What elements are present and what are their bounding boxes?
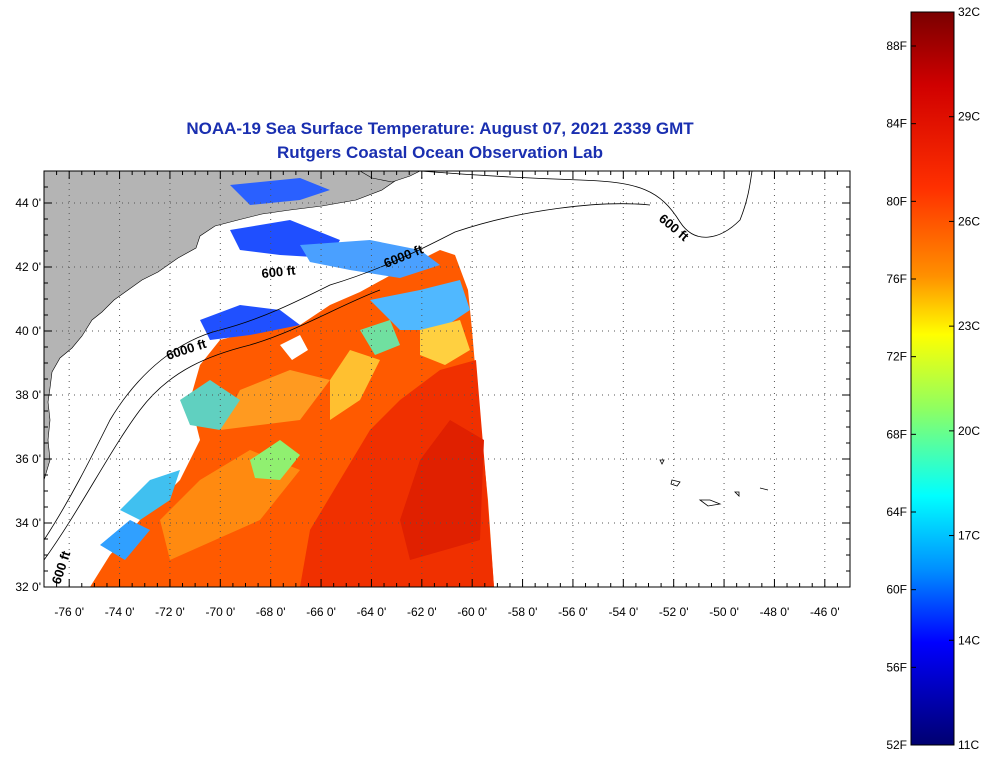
lat-tick-label: 36 0' — [15, 452, 41, 466]
fahrenheit-label: 72F — [886, 350, 907, 364]
lon-tick-label: -68 0' — [256, 605, 286, 619]
fahrenheit-label: 68F — [886, 427, 907, 441]
lon-tick-label: -76 0' — [54, 605, 84, 619]
lon-tick-label: -58 0' — [508, 605, 538, 619]
lon-tick-label: -56 0' — [558, 605, 588, 619]
lat-tick-label: 32 0' — [15, 580, 41, 594]
lon-tick-label: -62 0' — [407, 605, 437, 619]
lat-tick-label: 34 0' — [15, 516, 41, 530]
fahrenheit-label: 84F — [886, 117, 907, 131]
lon-tick-label: -70 0' — [205, 605, 235, 619]
latitude-axis-labels: 32 0' 34 0' 36 0' 38 0' 40 0' 42 0' 44 0' — [15, 196, 41, 594]
lon-tick-label: -74 0' — [105, 605, 135, 619]
lon-tick-label: -48 0' — [760, 605, 790, 619]
nova-scotia-land — [359, 171, 421, 183]
bathymetry-contours — [44, 171, 769, 561]
lat-tick-label: 42 0' — [15, 260, 41, 274]
lat-tick-label: 40 0' — [15, 324, 41, 338]
celsius-label: 11C — [958, 738, 979, 752]
lon-tick-label: -64 0' — [357, 605, 387, 619]
longitude-axis-labels: -76 0' -74 0' -72 0' -70 0' -68 0' -66 0' -64 … — [54, 605, 839, 619]
lon-tick-label: -50 0' — [709, 605, 739, 619]
lon-tick-label: -52 0' — [659, 605, 689, 619]
fahrenheit-label: 88F — [886, 39, 907, 53]
lon-tick-label: -72 0' — [155, 605, 185, 619]
fahrenheit-label: 80F — [886, 194, 907, 208]
graticule — [44, 171, 850, 587]
celsius-label: 20C — [958, 424, 980, 438]
celsius-label: 26C — [958, 214, 980, 228]
map-subtitle: Rutgers Coastal Ocean Observation Lab — [277, 143, 603, 162]
fahrenheit-labels: 88F 84F 80F 76F 72F 68F 64F 60F 56F 52F — [886, 39, 907, 752]
fahrenheit-label: 64F — [886, 505, 907, 519]
fahrenheit-label: 56F — [886, 660, 907, 674]
land-mass — [44, 171, 396, 481]
celsius-label: 17C — [958, 529, 980, 543]
sst-swath — [90, 178, 494, 587]
contour-label: 600 ft — [261, 262, 297, 281]
fahrenheit-label: 60F — [886, 583, 907, 597]
lon-tick-label: -60 0' — [457, 605, 487, 619]
axis-ticks — [43, 170, 851, 588]
lon-tick-label: -46 0' — [810, 605, 840, 619]
celsius-label: 14C — [958, 633, 980, 647]
lat-tick-label: 38 0' — [15, 388, 41, 402]
fahrenheit-label: 52F — [886, 738, 907, 752]
celsius-label: 29C — [958, 110, 980, 124]
celsius-labels: 32C 29C 26C 23C 20C 17C 14C 11C — [958, 5, 980, 752]
fahrenheit-label: 76F — [886, 272, 907, 286]
lat-tick-label: 44 0' — [15, 196, 41, 210]
lon-tick-label: -66 0' — [306, 605, 336, 619]
celsius-label: 32C — [958, 5, 980, 19]
map-title: NOAA-19 Sea Surface Temperature: August … — [186, 119, 694, 138]
temperature-colorbar — [910, 11, 955, 746]
lon-tick-label: -54 0' — [608, 605, 638, 619]
colorbar-ticks — [911, 11, 954, 746]
celsius-label: 23C — [958, 319, 980, 333]
